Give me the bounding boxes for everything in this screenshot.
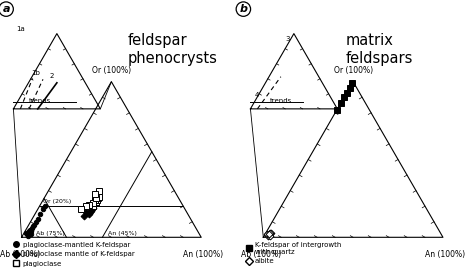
Text: Or (100%): Or (100%)	[334, 65, 373, 75]
Text: Or (20%): Or (20%)	[43, 199, 72, 204]
Legend: K-feldspar of intergrowth
with quartz, albite: K-feldspar of intergrowth with quartz, a…	[245, 242, 341, 264]
Text: trends: trends	[270, 98, 292, 104]
Text: a: a	[2, 4, 10, 14]
Text: matrix
feldspars: matrix feldspars	[346, 33, 413, 67]
Text: An (45%): An (45%)	[108, 230, 137, 236]
Legend: plagioclase-mantled K-feldspar, plagioclase mantle of K-feldspar, plagioclase: plagioclase-mantled K-feldspar, plagiocl…	[13, 242, 135, 267]
Text: 1a: 1a	[16, 26, 25, 32]
Text: 4: 4	[255, 92, 259, 98]
Text: 2: 2	[49, 73, 54, 79]
Text: b: b	[239, 4, 247, 14]
Text: Ab (75%): Ab (75%)	[36, 230, 64, 236]
Text: 1b: 1b	[32, 70, 40, 76]
Text: 3: 3	[285, 36, 290, 42]
Text: Or (100%): Or (100%)	[92, 65, 131, 75]
Text: trends: trends	[28, 98, 51, 104]
Text: An (100%): An (100%)	[183, 250, 223, 259]
Text: An (100%): An (100%)	[425, 250, 465, 259]
Text: Ab (100%): Ab (100%)	[241, 250, 282, 259]
Text: Ab (100%): Ab (100%)	[0, 250, 40, 259]
Text: feldspar
phenocrysts: feldspar phenocrysts	[128, 33, 218, 67]
